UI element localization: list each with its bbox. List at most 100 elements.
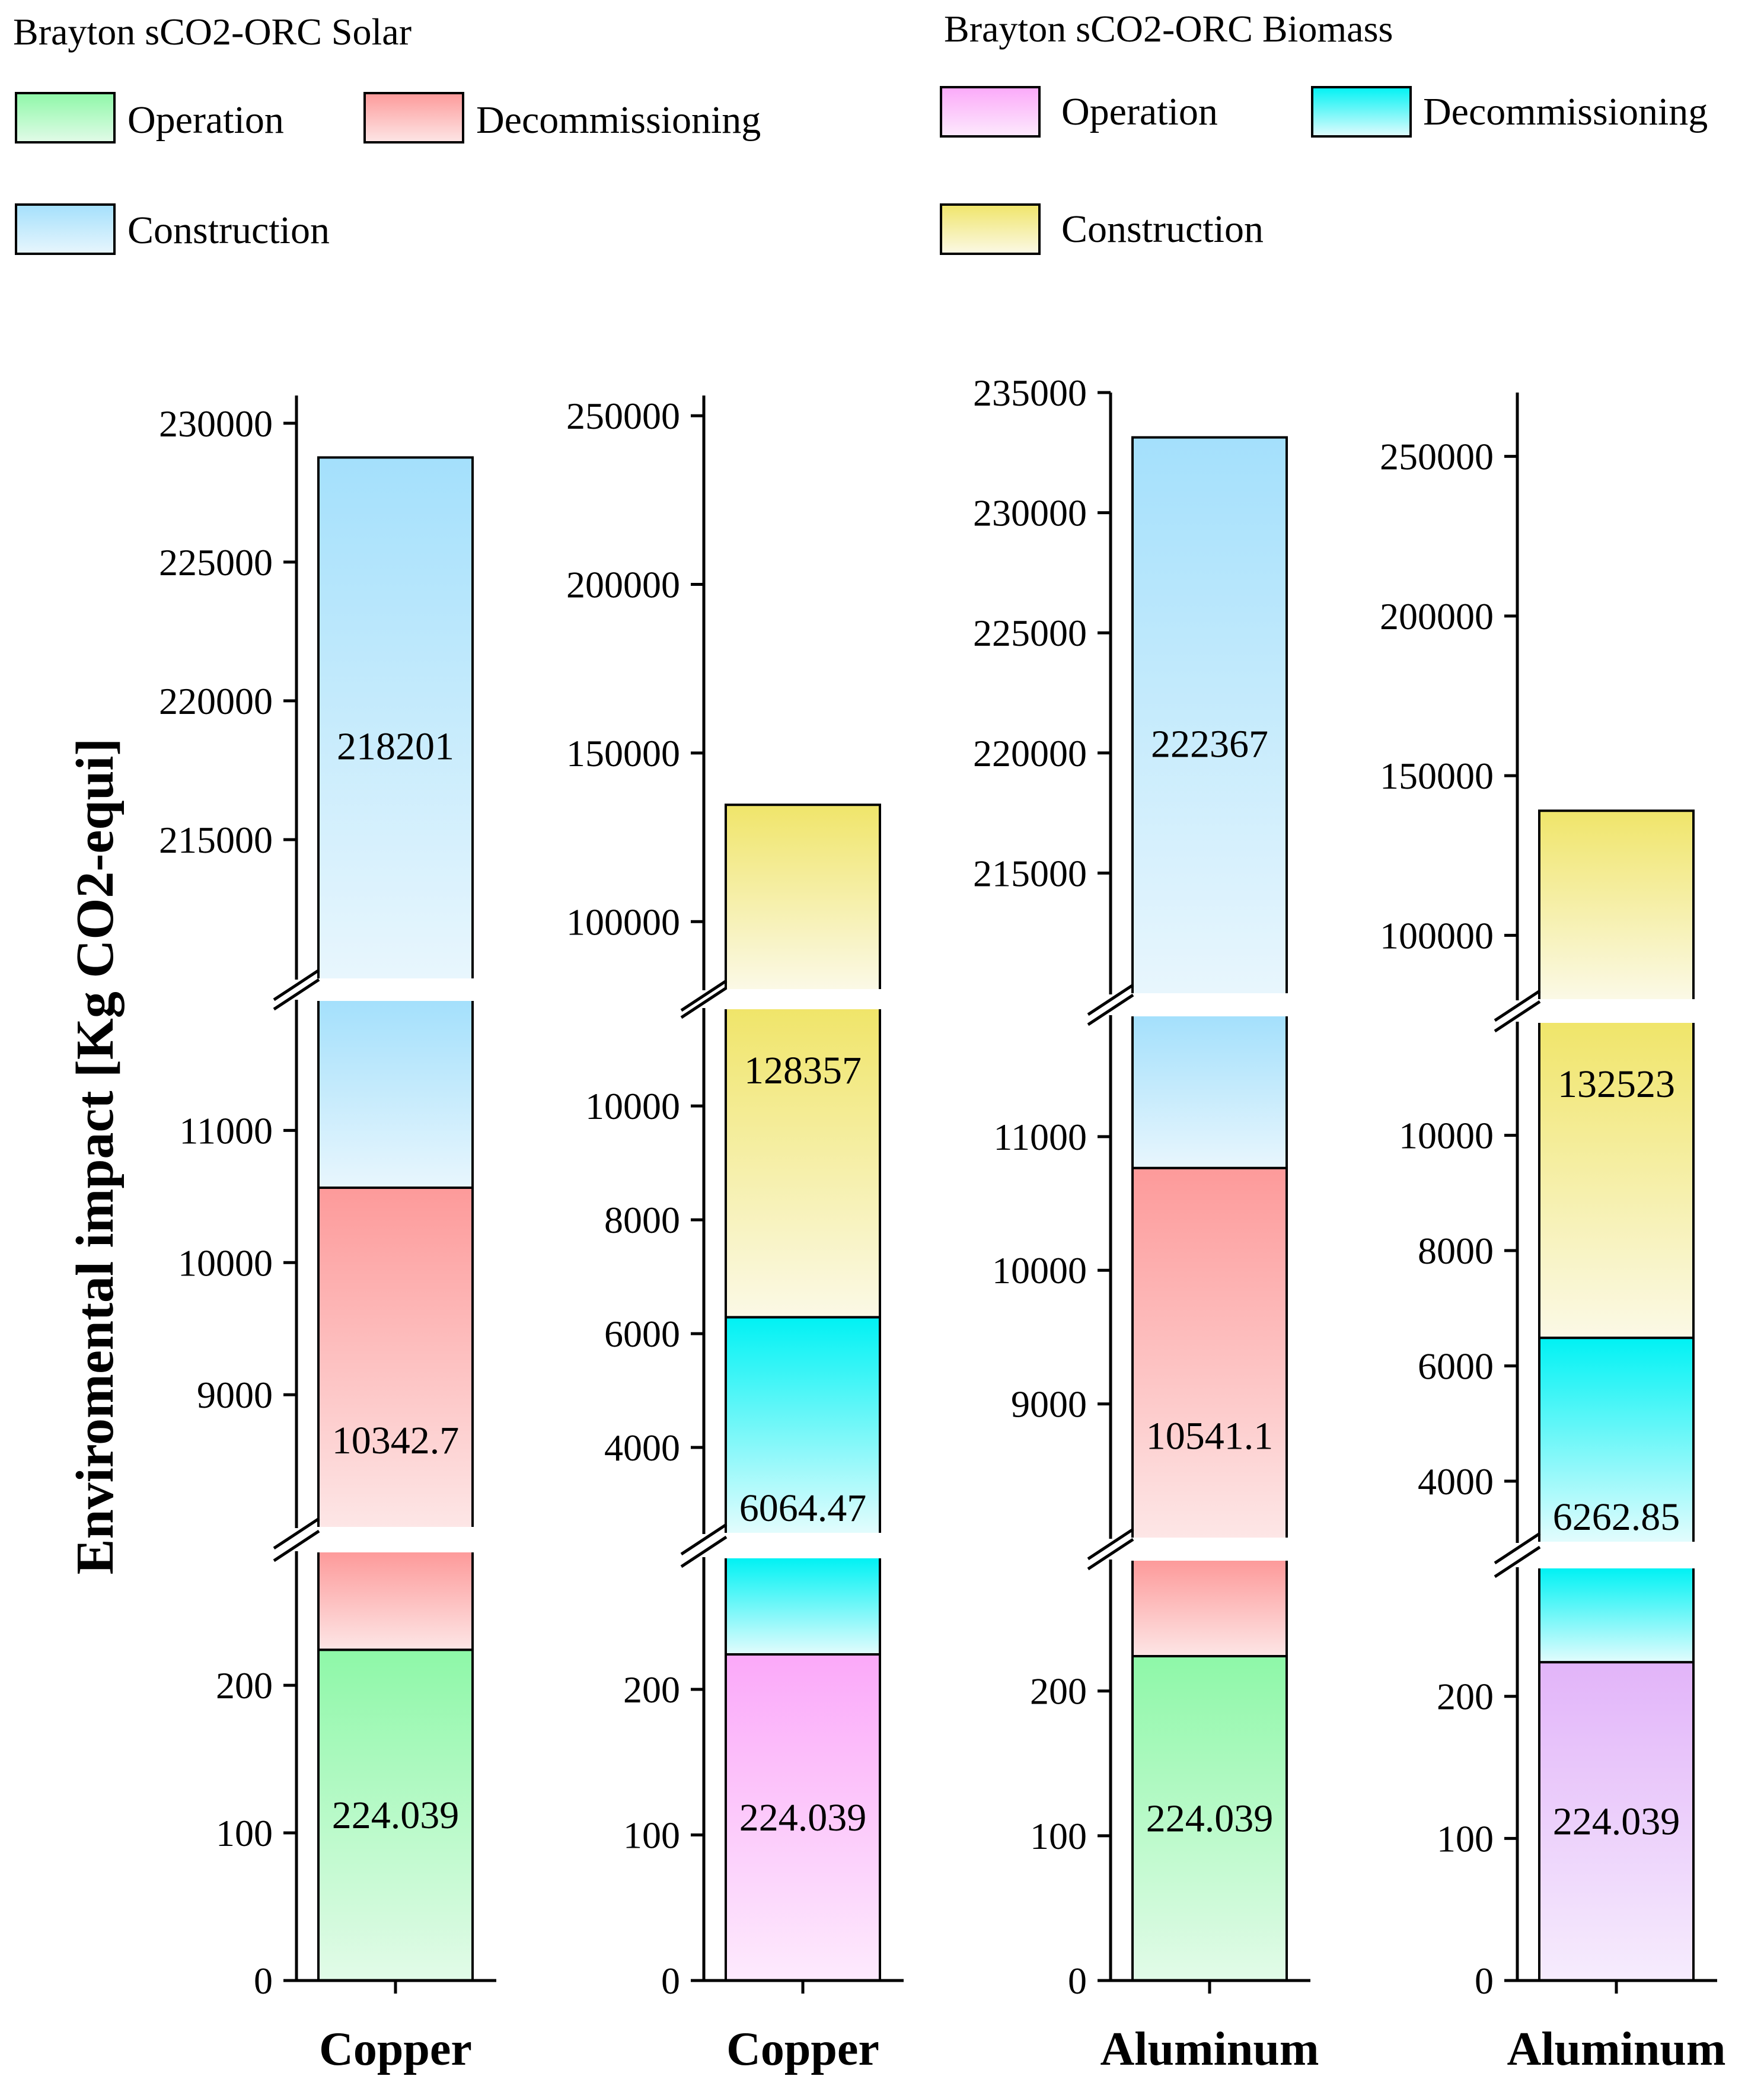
category-label: Copper: [319, 2023, 472, 2075]
y-tick-label: 100: [216, 1812, 273, 1854]
bar-segment: [726, 1317, 880, 1533]
axis-break-mark: [273, 1517, 320, 1550]
axis-break-mark: [1494, 1532, 1541, 1565]
axis-break-mark: [1087, 1527, 1134, 1561]
y-tick-label: 250000: [1380, 436, 1494, 478]
y-tick-label: 220000: [973, 732, 1087, 774]
legend-label: Decommissioning: [476, 98, 761, 142]
y-tick-label: 10000: [1399, 1115, 1494, 1157]
bar-segment: [726, 805, 880, 989]
y-tick-label: 9000: [197, 1374, 273, 1416]
axis-break-mark: [1087, 983, 1134, 1016]
y-tick-label: 215000: [159, 819, 273, 861]
y-tick-label: 200: [1030, 1670, 1087, 1712]
legend-title: Brayton sCO2-ORC Solar: [13, 11, 412, 53]
data-label: 6064.47: [739, 1487, 867, 1530]
y-tick-label: 150000: [1380, 755, 1494, 797]
data-label: 224.039: [332, 1794, 460, 1837]
data-label: 224.039: [1553, 1800, 1680, 1844]
legend-label: Decommissioning: [1423, 90, 1708, 133]
y-tick-label: 100: [1437, 1817, 1494, 1860]
axis-break-mark: [273, 968, 320, 1002]
bar-segment: [1133, 1561, 1287, 1657]
legend-swatch: [15, 92, 116, 143]
axis-break-mark: [273, 1529, 320, 1562]
bar-segment: [1539, 1023, 1693, 1338]
bar-segment: [1133, 1168, 1287, 1538]
y-tick-label: 0: [1068, 1960, 1087, 2002]
panel-biomass-copper: 224.039 6064.47 128357 0 100 200 4000 6000 8000 1…: [566, 395, 904, 2075]
y-tick-label: 10000: [992, 1249, 1087, 1291]
axis-break-mark: [680, 1535, 728, 1568]
axis-break-mark: [680, 986, 728, 1019]
y-tick-label: 10000: [178, 1242, 273, 1284]
legend-label: Operation: [127, 98, 284, 142]
axis-break-gap: [680, 1534, 728, 1557]
y-tick-label: 225000: [973, 612, 1087, 654]
data-label: 224.039: [1146, 1797, 1274, 1841]
legend-solar: Brayton sCO2-ORC Solar Operation Decommi…: [13, 11, 761, 255]
bar-segment: [726, 1654, 880, 1981]
bar-segment: [1539, 811, 1693, 999]
data-label: 6262.85: [1553, 1495, 1680, 1539]
category-label: Aluminum: [1507, 2023, 1726, 2075]
bar-segment: [318, 1552, 473, 1650]
data-label: 10541.1: [1146, 1414, 1274, 1458]
axis-break-mark: [1087, 1538, 1134, 1571]
bar-segment: [1539, 1568, 1693, 1663]
y-tick-label: 100000: [566, 901, 680, 943]
y-tick-label: 6000: [604, 1313, 680, 1355]
y-tick-label: 225000: [159, 541, 273, 583]
data-label: 222367: [1151, 722, 1268, 766]
y-tick-label: 215000: [973, 852, 1087, 894]
legend-label: Operation: [1061, 90, 1218, 133]
legend-title: Brayton sCO2-ORC Biomass: [944, 8, 1393, 50]
category-label: Aluminum: [1100, 2023, 1319, 2075]
y-tick-label: 11000: [179, 1109, 273, 1152]
bar-segment: [1539, 1662, 1693, 1981]
legend-swatch: [940, 86, 1041, 138]
y-tick-label: 200000: [566, 564, 680, 606]
y-tick-label: 11000: [993, 1116, 1087, 1158]
bar-segment: [318, 457, 473, 978]
y-tick-label: 100000: [1380, 914, 1494, 956]
y-tick-label: 230000: [159, 403, 273, 445]
y-tick-label: 200: [1437, 1676, 1494, 1718]
y-tick-label: 220000: [159, 680, 273, 722]
data-label: 128357: [744, 1049, 862, 1092]
legend-swatch: [363, 92, 464, 143]
bar-segment: [318, 1187, 473, 1527]
legend-label: Construction: [1061, 208, 1264, 251]
y-tick-label: 8000: [1418, 1230, 1494, 1272]
category-label: Copper: [726, 2023, 879, 2075]
legend-biomass: Brayton sCO2-ORC Biomass Operation Decom…: [940, 8, 1708, 255]
bar-segment: [1539, 1338, 1693, 1542]
axis-break-mark: [680, 1523, 728, 1556]
legend-swatch: [940, 203, 1041, 255]
legend-swatch: [15, 203, 116, 255]
axis-break-mark: [273, 978, 320, 1011]
legend-swatch: [1311, 86, 1412, 138]
bar-segment: [1133, 1016, 1287, 1168]
y-tick-label: 0: [1475, 1960, 1494, 2002]
axis-break-mark: [1494, 989, 1541, 1022]
axis-break-mark: [680, 979, 728, 1012]
y-tick-label: 10000: [585, 1085, 680, 1127]
bar-segment: [726, 1009, 880, 1318]
y-tick-label: 150000: [566, 732, 680, 774]
bar-segment: [1133, 1656, 1287, 1981]
data-label: 224.039: [739, 1796, 867, 1839]
data-label: 218201: [337, 725, 454, 768]
bar-segment: [318, 1650, 473, 1981]
y-axis-title: Enviromental impact [Kg CO2-equi]: [66, 738, 125, 1575]
bar-segment: [1133, 437, 1287, 993]
y-tick-label: 100: [1030, 1815, 1087, 1857]
y-tick-label: 250000: [566, 395, 680, 437]
y-tick-label: 100: [623, 1814, 680, 1856]
axis-break-mark: [1494, 1545, 1541, 1578]
y-tick-label: 8000: [604, 1199, 680, 1241]
axis-break-gap: [1494, 1000, 1541, 1022]
bar-segment: [318, 1001, 473, 1188]
panel-solar-copper: 224.039 10342.7 218201 0 100 200 9000 10000 1100…: [159, 396, 496, 2075]
